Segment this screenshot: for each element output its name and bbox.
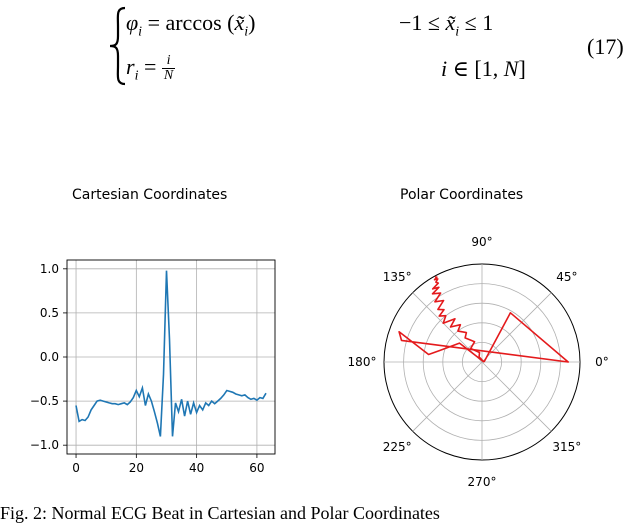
equation-number: (17): [587, 34, 624, 59]
angle-label: 270°: [468, 475, 497, 489]
x-tick-label: 60: [249, 461, 264, 475]
cartesian-chart: 0 20 40 60 1.0 0.5 0.0 −0.5 −1.0: [30, 259, 276, 475]
angle-gridline: [412, 361, 483, 432]
y-tick-label: −1.0: [30, 438, 59, 452]
angle-label: 90°: [471, 235, 492, 249]
equation-line1-lhs: φi = arccos (x̃i): [126, 10, 256, 40]
polar-series-line: [398, 312, 569, 363]
angle-label: 135°: [383, 270, 412, 284]
curly-brace: [109, 6, 126, 86]
x-tick-label: 40: [189, 461, 204, 475]
figure-2: Cartesian Coordinates Polar Coordinates …: [0, 170, 640, 523]
x-tick-label: 20: [129, 461, 144, 475]
angle-label: 225°: [383, 440, 412, 454]
polar-series-line: [431, 276, 485, 363]
y-tick-label: 0.5: [40, 306, 59, 320]
cartesian-chart-title: Cartesian Coordinates: [72, 187, 228, 203]
angle-label: 180°: [348, 355, 377, 369]
angle-label: 0°: [595, 355, 609, 369]
figure-caption: Fig. 2: Normal ECG Beat in Cartesian and…: [0, 503, 440, 523]
polar-chart: 0° 45° 90° 135° 180° 225° 270° 315°: [348, 235, 609, 489]
angle-gridline: [481, 292, 552, 363]
y-tick-label: −0.5: [30, 394, 59, 408]
polar-chart-title: Polar Coordinates: [400, 187, 524, 203]
angle-gridline: [481, 361, 552, 432]
x-tick-label: 0: [72, 461, 80, 475]
plot-frame: [66, 259, 276, 455]
ecg-series-line: [75, 270, 267, 437]
angle-label: 45°: [556, 270, 577, 284]
y-tick-label: 0.0: [40, 350, 59, 364]
angle-label: 315°: [552, 440, 581, 454]
equation-line2-condition: i ∈ [1, N]: [441, 56, 526, 81]
y-tick-label: 1.0: [40, 262, 59, 276]
equation-line1-condition: −1 ≤ x̃i ≤ 1: [399, 10, 494, 40]
angle-gridline: [412, 292, 483, 363]
